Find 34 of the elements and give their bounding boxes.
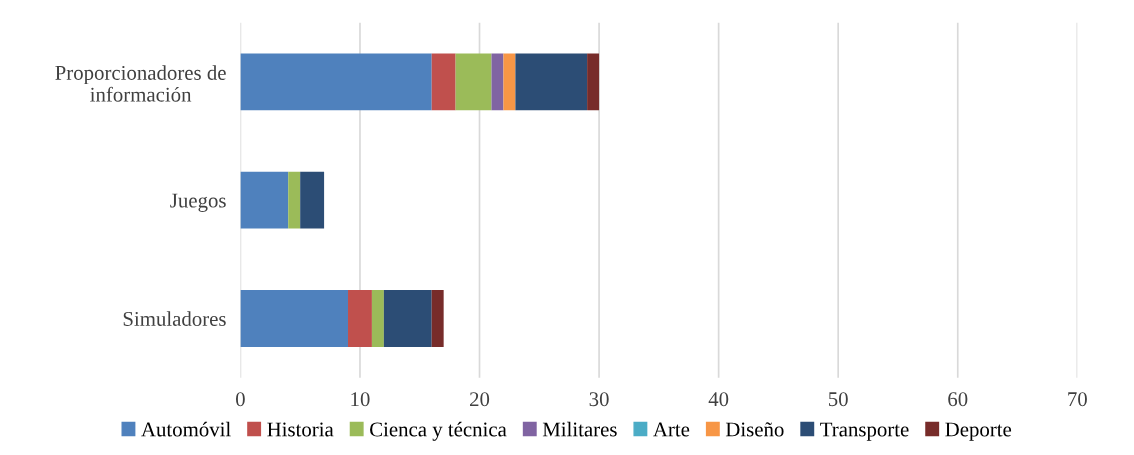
bar [300,171,325,229]
legend-label: Historia [267,422,334,437]
bar [383,290,432,347]
y-tick-label: Proporcionadores de información [55,65,226,102]
legend-label: Transporte [820,422,909,441]
bar [587,53,600,111]
x-tick-label: 20 [470,392,490,407]
y-tick-label: Juegos [170,193,226,212]
bar [348,290,372,347]
x-tick-label: 60 [948,392,968,407]
legend-label: Arte [653,422,690,437]
legend-label: Automóvil [141,421,231,437]
x-tick-label: 70 [1068,392,1087,407]
bar [431,290,444,347]
x-tick-label: 10 [351,392,370,407]
legend-label: Cienca y técnica [370,421,507,441]
legend-label: Militares [542,421,617,437]
bar [288,171,301,229]
bar [515,53,588,111]
bar [431,53,456,111]
bar [503,53,516,111]
y-tick-label: Simuladores [123,311,226,326]
x-tick-label: 50 [828,392,848,407]
legend-label: Deporte [945,422,1012,441]
x-tick-label: 40 [708,392,729,407]
bar [240,171,289,229]
legend-label: Diseño [725,422,784,437]
bar [491,53,504,111]
x-tick-label: 0 [235,392,245,407]
bar [240,290,349,347]
x-tick-label: 30 [589,392,609,407]
bar [240,53,432,111]
bar [371,290,384,347]
bar [455,53,492,111]
